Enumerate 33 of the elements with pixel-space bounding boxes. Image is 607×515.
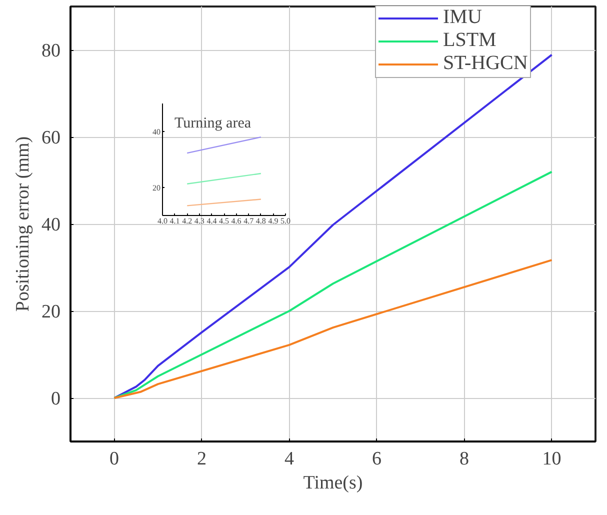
x-tick-label: 4.4 bbox=[206, 216, 217, 226]
x-tick-label: 4.0 bbox=[158, 216, 168, 226]
legend-label: IMU bbox=[443, 6, 482, 29]
y-tick-label: 0 bbox=[51, 388, 60, 410]
text: Turning area bbox=[174, 116, 252, 132]
x-tick-label: 2 bbox=[197, 448, 206, 470]
y-tick-label: 60 bbox=[42, 128, 60, 148]
x-tick-label: 5.0 bbox=[280, 216, 290, 226]
x-tick-label: 0 bbox=[110, 448, 119, 470]
y-tick-label: 20 bbox=[152, 184, 160, 192]
y-tick-label: 40 bbox=[152, 128, 160, 136]
x-tick-label: 6 bbox=[372, 448, 382, 470]
line-series bbox=[113, 54, 553, 399]
legend-label: ST-HGCN bbox=[443, 52, 528, 75]
x-tick-label: 4 bbox=[284, 448, 294, 470]
x-tick-label: 4.2 bbox=[182, 216, 192, 226]
x-tick-label: 10 bbox=[542, 448, 562, 470]
x-axis-title: Time(s) bbox=[303, 472, 363, 494]
line-series bbox=[113, 259, 553, 399]
y-tick-label: 20 bbox=[42, 302, 60, 322]
x-tick-label: 4.7 bbox=[244, 216, 254, 226]
legend-label: LSTM bbox=[443, 29, 496, 52]
y-tick-label: 40 bbox=[42, 214, 60, 236]
x-tick-label: 8 bbox=[460, 448, 469, 470]
y-tick-label: 80 bbox=[42, 40, 60, 62]
x-tick-label: 4.1 bbox=[170, 216, 180, 226]
x-tick-label: 4.8 bbox=[256, 216, 266, 226]
line-series bbox=[113, 170, 553, 399]
x-tick-label: 4.9 bbox=[268, 216, 278, 226]
x-tick-label: 4.3 bbox=[194, 216, 204, 226]
x-tick-label: 4.5 bbox=[219, 216, 229, 226]
y-axis-title: Positioning error (mm) bbox=[12, 136, 34, 312]
x-tick-label: 4.6 bbox=[231, 216, 242, 226]
